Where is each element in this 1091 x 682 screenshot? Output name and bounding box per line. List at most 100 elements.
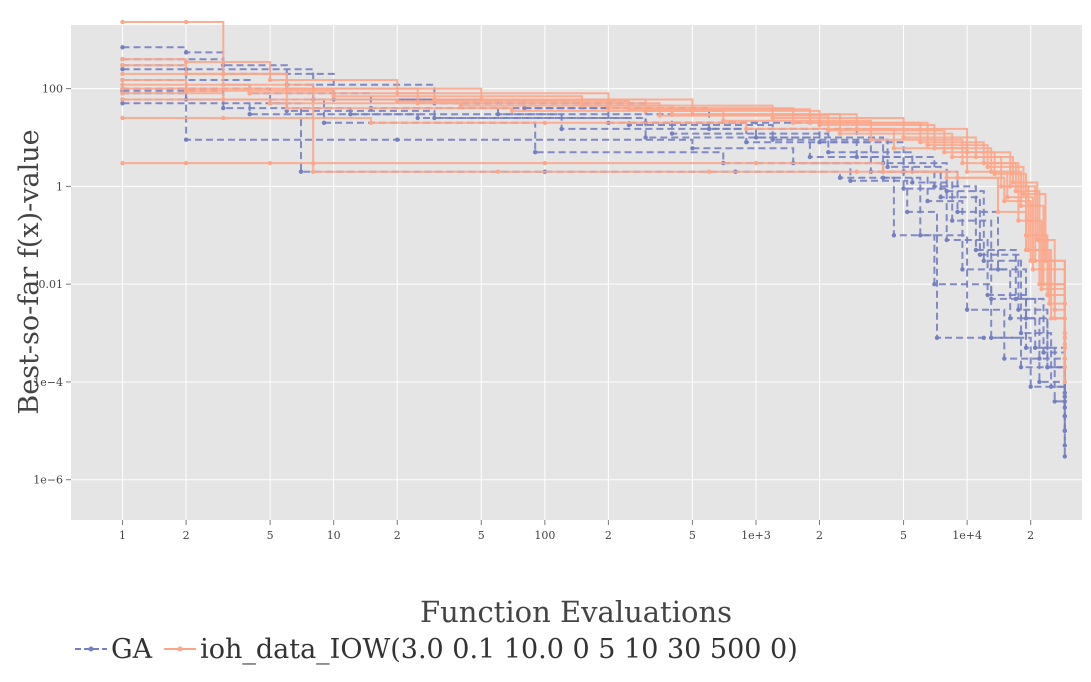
data-point xyxy=(669,131,675,136)
data-point xyxy=(247,86,252,91)
data-point xyxy=(964,307,970,312)
data-point xyxy=(981,258,986,263)
data-point xyxy=(706,126,712,132)
data-point xyxy=(918,233,923,238)
data-point xyxy=(826,128,831,133)
data-point xyxy=(848,178,853,183)
data-point xyxy=(989,296,994,302)
x-tick-label: 2 xyxy=(394,529,401,542)
data-point xyxy=(905,209,910,215)
data-point xyxy=(1010,180,1016,185)
data-point xyxy=(331,94,336,99)
data-point xyxy=(837,131,843,136)
data-point xyxy=(311,169,316,174)
legend-item[interactable]: ioh_data_IOW(3.0 0.1 10.0 0 5 10 30 500 … xyxy=(164,634,798,665)
data-point xyxy=(1023,345,1029,350)
data-point xyxy=(1028,258,1033,263)
y-tick-label: 0.01 xyxy=(39,278,64,291)
data-point xyxy=(298,169,304,174)
series-line xyxy=(122,68,1066,417)
data-point xyxy=(1062,399,1068,404)
data-point xyxy=(932,282,937,287)
data-point xyxy=(1021,191,1026,197)
data-point xyxy=(925,142,930,148)
data-point xyxy=(1016,218,1021,223)
data-point xyxy=(891,233,897,238)
legend-item[interactable]: GA xyxy=(75,634,153,665)
x-tick-label: 2 xyxy=(1027,529,1034,542)
data-point xyxy=(1013,188,1018,194)
data-point xyxy=(542,160,547,166)
data-point xyxy=(183,88,189,94)
data-point xyxy=(1047,301,1052,306)
x-tick-label: 10 xyxy=(327,529,341,542)
data-point xyxy=(1023,316,1029,321)
data-point xyxy=(120,19,125,25)
data-point xyxy=(1018,365,1024,370)
data-point xyxy=(901,135,906,140)
data-point xyxy=(985,292,990,298)
data-point xyxy=(657,113,662,118)
x-tick-label: 5 xyxy=(478,529,485,542)
data-point xyxy=(942,150,947,155)
data-point xyxy=(944,175,949,180)
data-point xyxy=(432,115,437,121)
x-tick-label: 100 xyxy=(534,529,555,542)
data-point xyxy=(1052,307,1057,312)
data-point xyxy=(120,77,125,83)
data-point xyxy=(868,137,874,142)
data-point xyxy=(744,126,749,132)
data-point xyxy=(1018,203,1024,208)
series-line xyxy=(122,98,1066,431)
y-tick-labels: 100 1 0.01 1e−4 1e−6 xyxy=(33,83,71,487)
data-point xyxy=(955,209,960,215)
x-tick-label: 1e+3 xyxy=(741,529,771,542)
y-tick-label: 1e−4 xyxy=(33,376,63,389)
x-axis-title: Function Evaluations xyxy=(420,595,732,629)
data-point xyxy=(690,146,695,151)
legend-label: ioh_data_IOW(3.0 0.1 10.0 0 5 10 30 500 … xyxy=(200,634,798,665)
data-point xyxy=(247,112,252,117)
data-point xyxy=(1041,350,1046,355)
legend-label: GA xyxy=(111,634,153,665)
data-point xyxy=(183,137,189,142)
x-tick-label: 5 xyxy=(900,529,907,542)
data-point xyxy=(918,140,923,145)
data-point xyxy=(120,57,125,62)
data-point xyxy=(559,126,564,132)
data-point xyxy=(533,150,538,155)
data-point xyxy=(1062,379,1068,385)
data-point xyxy=(120,86,125,91)
data-point xyxy=(753,135,759,140)
data-point xyxy=(807,154,813,160)
data-point xyxy=(854,169,859,174)
data-point xyxy=(1008,316,1013,321)
data-point xyxy=(542,120,547,126)
data-point xyxy=(944,188,949,194)
data-point xyxy=(120,67,125,72)
data-point xyxy=(1018,330,1024,336)
x-tick-label: 2 xyxy=(605,529,612,542)
data-point xyxy=(395,137,400,142)
legend-marker xyxy=(177,646,183,652)
data-point xyxy=(973,247,979,253)
data-point xyxy=(458,103,463,108)
data-point xyxy=(120,101,125,106)
data-point xyxy=(960,267,965,272)
series-line xyxy=(122,102,1066,457)
x-tick-label: 1 xyxy=(119,529,126,542)
series-line xyxy=(122,79,1066,431)
data-point xyxy=(120,97,125,102)
data-point xyxy=(183,71,189,77)
data-point xyxy=(1045,365,1050,370)
y-axis-title: Best-so-far f(x)-value xyxy=(14,129,45,414)
data-point xyxy=(1062,443,1068,448)
data-point xyxy=(901,186,906,191)
data-point xyxy=(1026,247,1031,253)
data-point xyxy=(415,101,420,106)
data-point xyxy=(706,169,712,174)
data-point xyxy=(120,160,125,166)
data-point xyxy=(1037,379,1042,385)
